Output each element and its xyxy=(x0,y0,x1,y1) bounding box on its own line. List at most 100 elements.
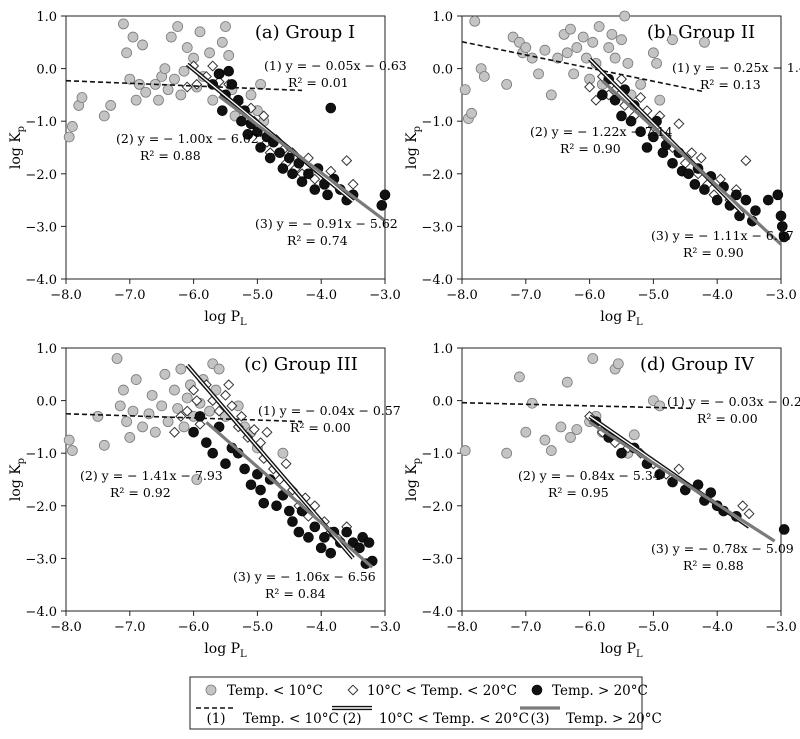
point-hot xyxy=(315,542,327,554)
r-squared-label: R² = 0.88 xyxy=(683,558,744,573)
point-cold xyxy=(526,52,538,64)
point-hot xyxy=(641,142,653,153)
point-cold xyxy=(178,65,190,77)
x-tick-label: −4.0 xyxy=(701,620,733,635)
plot-frame xyxy=(65,347,386,612)
point-cold xyxy=(552,52,564,64)
point-hot xyxy=(245,479,257,491)
point-cold xyxy=(127,31,139,43)
point-cold xyxy=(140,86,152,98)
x-tick-label: −6.0 xyxy=(178,620,210,635)
x-tick-label: −8.0 xyxy=(50,288,82,303)
point-cold xyxy=(92,410,104,422)
point-cold xyxy=(66,445,78,456)
legend-marker-mid xyxy=(347,684,359,696)
point-cold xyxy=(561,47,573,59)
legend-marker-hot xyxy=(531,684,543,696)
point-hot xyxy=(616,447,627,459)
r-squared-label: R² = 0.01 xyxy=(288,75,349,90)
legend-line-label: 10°C < Temp. < 20°C xyxy=(379,711,529,727)
point-cold xyxy=(121,416,133,428)
y-tick-label: −3.0 xyxy=(25,552,57,567)
point-hot xyxy=(778,524,790,535)
x-axis-label: log PL xyxy=(204,641,247,660)
point-mid xyxy=(194,418,206,430)
point-cold xyxy=(571,42,583,53)
point-mid xyxy=(737,500,749,512)
point-hot xyxy=(271,500,282,512)
point-hot xyxy=(322,189,333,201)
point-cold xyxy=(619,10,631,22)
point-cold xyxy=(137,421,148,433)
y-tick-label: −2.0 xyxy=(25,500,57,515)
point-cold xyxy=(63,131,75,143)
point-cold xyxy=(156,400,168,412)
point-cold xyxy=(603,42,615,53)
legend-line-number: (1) xyxy=(206,711,225,727)
point-hot xyxy=(776,221,788,232)
point-cold xyxy=(130,374,142,385)
y-tick-label: 0.0 xyxy=(432,395,453,410)
point-mid xyxy=(207,60,219,72)
point-mid xyxy=(341,155,353,167)
x-tick-label: −5.0 xyxy=(242,620,274,635)
legend: Temp. < 10°C 10°C < Temp. < 20°C Temp. > 2… xyxy=(189,676,662,730)
y-tick-label: −3.0 xyxy=(421,220,453,235)
legend-marker-label: Temp. > 20°C xyxy=(552,683,648,699)
point-mid xyxy=(673,463,685,475)
point-cold xyxy=(469,15,481,27)
point-hot xyxy=(379,189,391,201)
equation-label: (2) y = − 1.22x − 7.14 xyxy=(530,124,673,139)
point-cold xyxy=(466,107,477,119)
point-cold xyxy=(121,47,133,59)
point-cold xyxy=(204,47,215,59)
point-hot xyxy=(239,463,250,475)
panel-title: (c) Group III xyxy=(244,354,358,375)
fit-line-3 xyxy=(601,79,783,246)
point-hot xyxy=(274,147,286,159)
legend-box xyxy=(189,676,643,730)
point-hot xyxy=(597,89,608,101)
fit-line-3 xyxy=(588,420,776,543)
point-hot xyxy=(287,516,298,527)
point-mid xyxy=(673,118,685,130)
point-hot xyxy=(376,200,388,211)
point-hot xyxy=(252,468,263,480)
x-tick-label: −3.0 xyxy=(369,620,401,635)
r-squared-label: R² = 0.95 xyxy=(548,485,609,500)
point-hot xyxy=(667,157,678,169)
x-tick-label: −4.0 xyxy=(701,288,733,303)
equation-label: (3) y = − 0.78x − 5.09 xyxy=(651,541,794,556)
point-hot xyxy=(217,105,228,116)
point-hot xyxy=(283,152,295,164)
point-cold xyxy=(539,44,551,56)
point-hot xyxy=(213,68,225,80)
point-hot xyxy=(264,152,276,164)
r-squared-label: R² = 0.74 xyxy=(287,233,348,248)
point-hot xyxy=(740,194,752,206)
y-tick-label: 0.0 xyxy=(432,63,453,78)
point-hot xyxy=(775,210,787,222)
r-squared-label: R² = 0.00 xyxy=(290,420,351,435)
point-cold xyxy=(216,36,228,48)
point-cold xyxy=(568,68,580,80)
y-tick-label: −1.0 xyxy=(421,447,453,462)
equation-label: (1) y = − 0.03x − 0.28 xyxy=(667,394,800,409)
point-cold xyxy=(178,421,190,433)
point-mid xyxy=(226,400,238,412)
fit-line-1 xyxy=(461,401,692,410)
point-cold xyxy=(204,405,215,417)
fit-line-1 xyxy=(461,40,705,93)
y-axis-label: log Kp xyxy=(8,458,27,501)
equation-label: (3) y = − 0.91x − 5.62 xyxy=(255,216,398,231)
point-hot xyxy=(223,65,234,77)
point-hot xyxy=(778,231,790,243)
y-axis-label: log Kp xyxy=(404,126,423,169)
point-cold xyxy=(181,42,193,53)
point-mid xyxy=(181,405,193,417)
r-squared-label: R² = 0.90 xyxy=(683,245,744,260)
y-axis-label: log Kp xyxy=(404,458,423,501)
y-tick-label: −3.0 xyxy=(421,552,453,567)
point-mid xyxy=(280,458,292,470)
point-hot xyxy=(711,194,723,206)
